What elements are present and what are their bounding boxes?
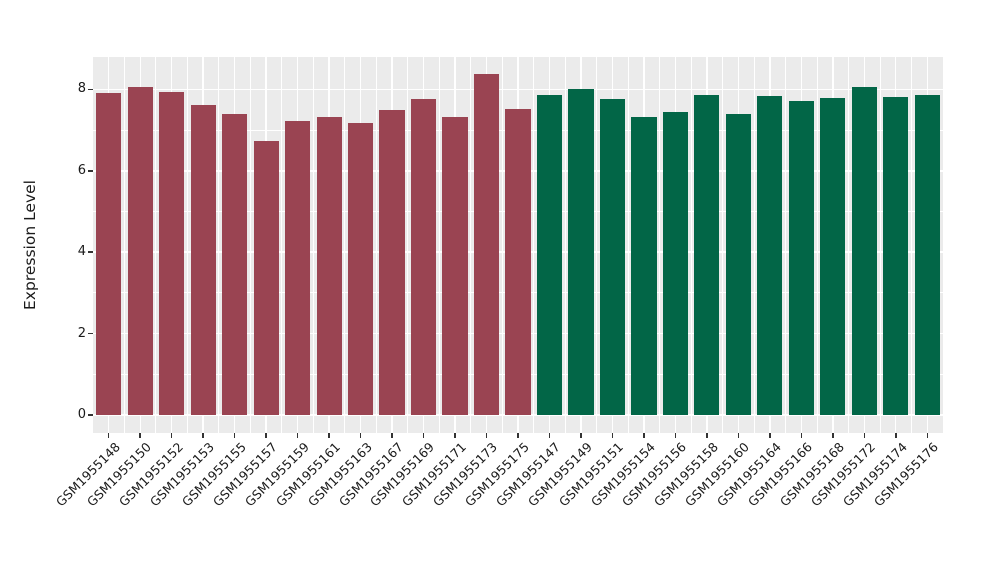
gridline-minor-x-22 — [785, 57, 787, 433]
gridline-minor-x-24 — [848, 57, 850, 433]
x-tick-GSM1955157 — [265, 433, 267, 438]
x-tick-GSM1955173 — [485, 433, 488, 438]
bar-GSM1955159 — [285, 121, 311, 415]
x-tick-GSM1955167 — [391, 433, 393, 438]
y-tick-label-4: 4 — [77, 244, 86, 260]
gridline-minor-x-18 — [659, 57, 661, 433]
bar-GSM1955147 — [536, 94, 563, 415]
gridline-minor-x-1 — [123, 57, 125, 433]
y-tick-6 — [87, 170, 93, 172]
x-tick-GSM1955154 — [643, 433, 645, 438]
gridline-minor-x-21 — [753, 57, 755, 433]
y-tick-8 — [87, 88, 93, 91]
x-tick-GSM1955164 — [769, 433, 771, 438]
bar-GSM1955176 — [914, 95, 940, 415]
bar-GSM1955153 — [190, 104, 216, 415]
gridline-minor-x-19 — [690, 57, 692, 433]
bar-GSM1955161 — [316, 116, 342, 415]
gridline-minor-x-25 — [879, 57, 881, 433]
x-tick-GSM1955168 — [832, 433, 834, 438]
x-tick-GSM1955163 — [359, 433, 362, 438]
x-tick-GSM1955147 — [548, 433, 551, 438]
y-tick-0 — [87, 414, 93, 416]
y-tick-4 — [87, 251, 93, 253]
bar-GSM1955164 — [757, 95, 783, 415]
gridline-minor-x-11 — [438, 57, 440, 433]
x-tick-GSM1955148 — [107, 433, 110, 438]
bar-GSM1955166 — [788, 100, 814, 415]
bar-GSM1955155 — [222, 113, 248, 415]
gridline-minor-x-7 — [312, 57, 314, 433]
bar-GSM1955173 — [473, 73, 500, 415]
x-tick-GSM1955176 — [926, 433, 928, 438]
x-tick-GSM1955151 — [611, 433, 614, 438]
x-tick-GSM1955172 — [863, 433, 866, 438]
bar-GSM1955150 — [127, 87, 153, 415]
bar-GSM1955149 — [568, 89, 594, 415]
x-tick-GSM1955171 — [454, 433, 456, 438]
x-tick-GSM1955169 — [422, 433, 425, 438]
bar-GSM1955168 — [820, 97, 846, 415]
bar-GSM1955167 — [379, 110, 405, 415]
x-tick-GSM1955160 — [737, 433, 740, 438]
y-axis-title: Expression Level — [21, 180, 39, 310]
gridline-minor-x-15 — [564, 57, 566, 433]
gridline-minor-x-20 — [722, 57, 724, 433]
bar-GSM1955172 — [851, 86, 877, 415]
x-tick-GSM1955159 — [296, 433, 299, 438]
gridline-minor-x-10 — [407, 57, 409, 433]
bar-GSM1955175 — [505, 108, 531, 415]
bar-GSM1955160 — [725, 113, 751, 415]
plot-panel — [93, 57, 943, 433]
y-tick-label-6: 6 — [77, 162, 86, 178]
x-tick-GSM1955155 — [233, 433, 236, 438]
y-tick-label-0: 0 — [77, 407, 86, 422]
x-tick-GSM1955153 — [202, 433, 204, 438]
x-tick-GSM1955161 — [328, 433, 330, 438]
gridline-minor-x-6 — [281, 57, 283, 433]
bar-GSM1955174 — [883, 96, 909, 415]
bar-GSM1955148 — [96, 93, 122, 415]
gridline-minor-x-5 — [249, 57, 251, 433]
x-tick-GSM1955156 — [674, 433, 677, 438]
bar-GSM1955171 — [442, 117, 468, 415]
gridline-minor-x-9 — [375, 57, 377, 433]
bar-GSM1955169 — [410, 98, 437, 415]
x-tick-GSM1955158 — [706, 433, 708, 438]
gridline-minor-x-2 — [155, 57, 157, 433]
gridline-minor-x-23 — [816, 57, 818, 433]
x-tick-GSM1955174 — [895, 433, 897, 438]
bar-GSM1955157 — [253, 141, 279, 415]
gridline-minor-x-26 — [911, 57, 913, 433]
bar-GSM1955152 — [159, 92, 185, 415]
bar-GSM1955151 — [599, 99, 626, 415]
x-tick-GSM1955150 — [139, 433, 141, 438]
y-tick-label-8: 8 — [77, 81, 86, 97]
gridline-minor-x-12 — [470, 57, 472, 433]
bar-GSM1955158 — [694, 94, 720, 415]
x-tick-GSM1955152 — [170, 433, 173, 438]
x-tick-GSM1955166 — [800, 433, 803, 438]
gridline-minor-x-4 — [218, 57, 220, 433]
bar-GSM1955163 — [347, 123, 374, 415]
gridline-minor-x-3 — [186, 57, 188, 433]
gridline-minor-x-14 — [533, 57, 535, 433]
bar-GSM1955154 — [631, 117, 657, 415]
bar-GSM1955156 — [662, 112, 688, 415]
y-tick-label-2: 2 — [77, 325, 86, 341]
gridline-minor-x-8 — [344, 57, 346, 433]
y-tick-2 — [87, 332, 93, 335]
gridline-minor-x-17 — [627, 57, 629, 433]
x-tick-GSM1955175 — [517, 433, 519, 438]
gridline-minor-x-13 — [501, 57, 503, 433]
gridline-minor-x-16 — [596, 57, 598, 433]
x-tick-GSM1955149 — [580, 433, 582, 438]
